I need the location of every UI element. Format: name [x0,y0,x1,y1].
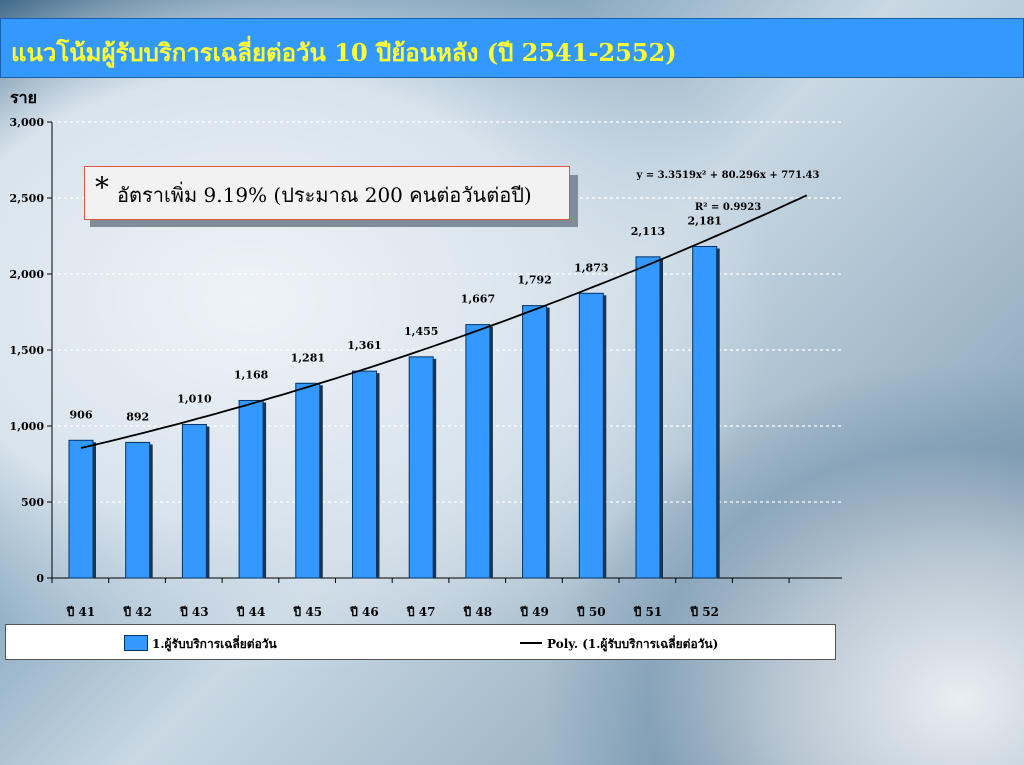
x-tick-label: ปี 44 [236,605,265,619]
trend-equation-text: y = 3.3519x² + 80.296x + 771.43 [636,170,820,181]
bar [125,441,151,579]
bar-value-label: 2,181 [687,214,721,227]
bar-value-label: 1,667 [461,293,495,306]
bar [465,324,491,579]
y-tick-label: 1,000 [10,420,45,433]
x-tick-label: ปี 42 [123,605,152,619]
bar-value-label: 1,873 [574,261,608,274]
y-axis-unit-label: ราย [10,88,37,107]
bar [238,399,264,579]
bar-value-label: 1,281 [291,351,325,364]
bar-value-label: 906 [70,408,93,421]
callout-text: อัตราเพิ่ม 9.19% (ประมาณ 200 คนต่อวันต่อ… [117,183,532,207]
x-tick-label: ปี 49 [520,605,549,619]
x-tick-label: ปี 50 [576,605,605,619]
y-tick-label: 1,500 [10,344,45,357]
y-tick-label: 3,000 [10,116,45,129]
bar [181,423,207,579]
legend-line-swatch [520,642,542,644]
callout-asterisk: * [95,171,109,204]
page-title: แนวโน้มผู้รับบริการเฉลี่ยต่อวัน 10 ปีย้อ… [11,38,677,67]
x-tick-label: ปี 48 [463,605,492,619]
growth-rate-callout: * อัตราเพิ่ม 9.19% (ประมาณ 200 คนต่อวันต… [84,166,570,220]
legend-bar-swatch [124,635,148,651]
bar-value-label: 1,010 [177,392,212,405]
bar [692,245,718,579]
y-tick-label: 500 [21,496,44,509]
bar [352,370,377,579]
x-tick-label: ปี 45 [293,605,322,619]
legend-label-trendline: Poly. (1.ผู้รับบริการเฉลี่ยต่อวัน) [547,637,719,651]
x-tick-label: ปี 51 [633,605,662,619]
bar [635,256,661,579]
trend-line-path [80,194,808,449]
y-tick-label: 2,000 [10,268,45,281]
x-tick-label: ปี 46 [350,605,379,619]
chart-legend: 1.ผู้รับบริการเฉลี่ยต่อวัน Poly. (1.ผู้ร… [5,624,836,660]
title-bar: แนวโน้มผู้รับบริการเฉลี่ยต่อวัน 10 ปีย้อ… [0,18,1024,78]
trend-line [80,194,808,449]
bar [408,356,434,579]
bar-value-label: 1,792 [517,274,551,287]
r-squared-text: R² = 0.9923 [695,202,761,213]
bar [522,305,548,579]
bar [68,439,94,579]
x-tick-label: ปี 41 [66,605,95,619]
bar-value-label: 1,168 [234,368,269,381]
bar [578,292,604,579]
bars [68,245,720,579]
bar-value-label: 892 [126,410,149,423]
x-tick-label: ปี 43 [180,605,209,619]
x-tick-label: ปี 47 [406,605,435,619]
x-tick-label: ปี 52 [690,605,719,619]
bar-value-label: 1,361 [347,339,381,352]
y-tick-label: 0 [36,572,44,585]
legend-label-bars: 1.ผู้รับบริการเฉลี่ยต่อวัน [152,637,277,651]
y-tick-label: 2,500 [10,192,45,205]
trend-equation: y = 3.3519x² + 80.296x + 771.43 R² = 0.99… [636,170,820,213]
bar-value-label: 1,455 [404,325,438,338]
bar-chart: 0 500 1,000 1,500 2,000 2,500 3,000 906 ปี 41 89… [10,116,842,619]
bar [295,382,321,579]
bar-value-label: 2,113 [631,225,665,238]
value-labels: 906 ปี 41 892 ปี 42 1,010 ปี 43 1,168 ปี 44 1,28… [66,214,722,619]
